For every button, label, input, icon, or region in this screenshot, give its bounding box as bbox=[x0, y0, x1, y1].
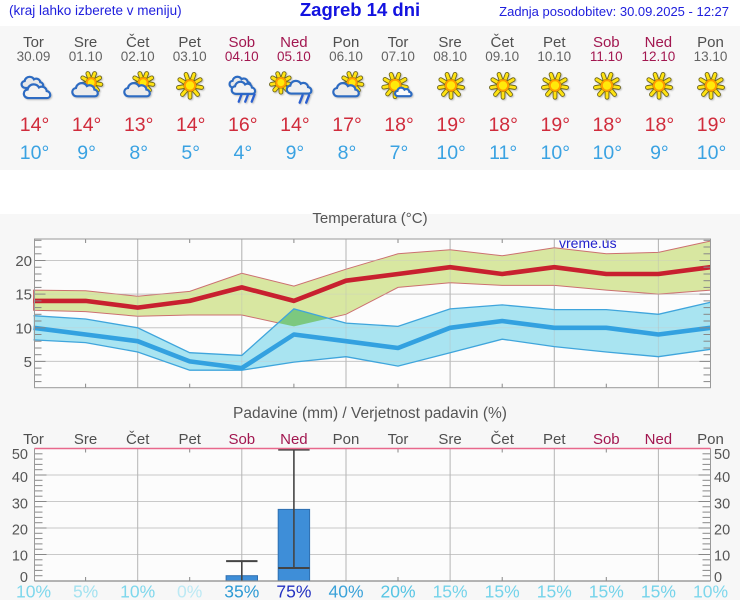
svg-text:20%: 20% bbox=[380, 582, 415, 600]
svg-text:Sre: Sre bbox=[74, 431, 97, 448]
svg-text:40%: 40% bbox=[328, 582, 363, 600]
svg-text:15%: 15% bbox=[485, 582, 520, 600]
svg-text:15%: 15% bbox=[589, 582, 624, 600]
svg-text:Pet: Pet bbox=[543, 431, 566, 448]
svg-text:vreme.us: vreme.us bbox=[559, 235, 617, 251]
svg-text:20: 20 bbox=[15, 253, 32, 270]
svg-text:30: 30 bbox=[12, 497, 28, 513]
svg-text:5: 5 bbox=[24, 354, 32, 371]
svg-text:75%: 75% bbox=[276, 582, 311, 600]
svg-text:5%: 5% bbox=[73, 582, 98, 600]
svg-text:0: 0 bbox=[714, 570, 722, 586]
svg-text:Sre: Sre bbox=[438, 431, 461, 448]
svg-text:Čet: Čet bbox=[491, 431, 515, 448]
svg-text:Tor: Tor bbox=[388, 431, 409, 448]
svg-text:35%: 35% bbox=[224, 582, 259, 600]
svg-text:10: 10 bbox=[714, 549, 730, 565]
svg-text:15%: 15% bbox=[433, 582, 468, 600]
svg-text:Ned: Ned bbox=[645, 431, 673, 448]
svg-text:Tor: Tor bbox=[23, 431, 44, 448]
svg-text:40: 40 bbox=[12, 470, 28, 486]
svg-text:Padavine (mm) / Verjetnost pad: Padavine (mm) / Verjetnost padavin (%) bbox=[233, 405, 507, 422]
svg-text:0%: 0% bbox=[177, 582, 202, 600]
svg-text:15%: 15% bbox=[641, 582, 676, 600]
svg-text:30: 30 bbox=[714, 497, 730, 513]
svg-text:10%: 10% bbox=[693, 582, 728, 600]
svg-text:15%: 15% bbox=[537, 582, 572, 600]
svg-text:20: 20 bbox=[12, 523, 28, 539]
svg-text:Sob: Sob bbox=[228, 431, 255, 448]
svg-text:Pon: Pon bbox=[697, 431, 724, 448]
svg-text:Čet: Čet bbox=[126, 431, 150, 448]
svg-text:50: 50 bbox=[12, 447, 28, 463]
svg-text:0: 0 bbox=[20, 570, 28, 586]
svg-text:Pet: Pet bbox=[178, 431, 201, 448]
svg-text:10%: 10% bbox=[16, 582, 51, 600]
svg-text:Pon: Pon bbox=[333, 431, 360, 448]
svg-text:10: 10 bbox=[12, 549, 28, 565]
svg-text:Ned: Ned bbox=[280, 431, 308, 448]
svg-text:Sob: Sob bbox=[593, 431, 620, 448]
svg-text:10%: 10% bbox=[120, 582, 155, 600]
svg-text:10: 10 bbox=[15, 320, 32, 337]
svg-text:40: 40 bbox=[714, 470, 730, 486]
svg-text:Temperatura (°C): Temperatura (°C) bbox=[312, 210, 427, 227]
svg-text:20: 20 bbox=[714, 523, 730, 539]
svg-text:15: 15 bbox=[15, 287, 32, 304]
svg-text:50: 50 bbox=[714, 447, 730, 463]
